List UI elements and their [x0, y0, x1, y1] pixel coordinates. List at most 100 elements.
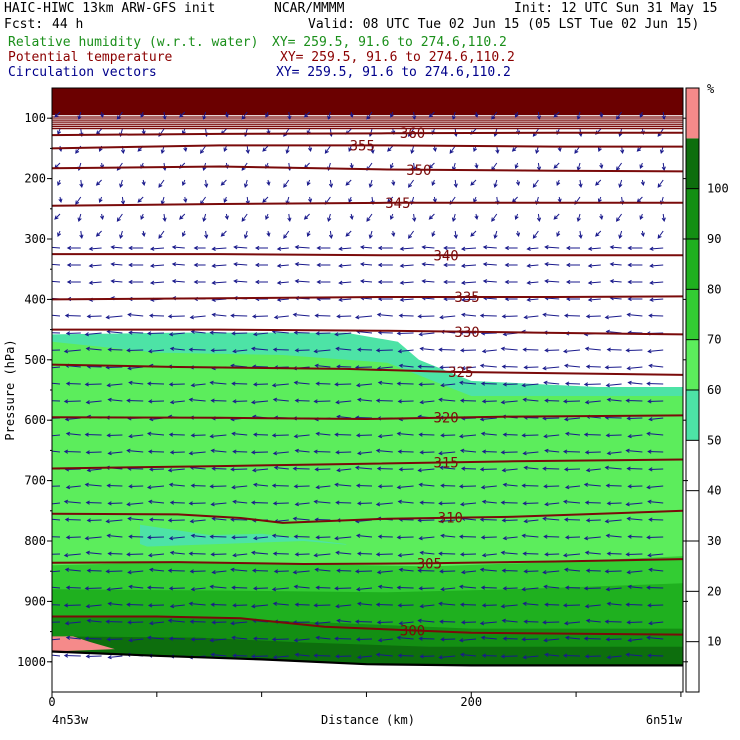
- circulation-vector: [210, 398, 227, 403]
- circulation-vector: [536, 111, 542, 121]
- circulation-vector: [418, 482, 435, 487]
- circulation-vector: [52, 553, 61, 555]
- circulation-vector: [397, 603, 414, 608]
- circulation-vector: [606, 501, 622, 506]
- circulation-vector: [162, 111, 167, 121]
- circulation-vector: [500, 346, 518, 351]
- circulation-vector: [584, 604, 601, 609]
- fcst-label: Fcst:: [4, 17, 44, 32]
- theta-field-xy: XY= 259.5, 91.6 to 274.6,110.2: [280, 50, 515, 65]
- circulation-vector: [377, 434, 393, 439]
- circulation-vector: [544, 552, 560, 557]
- circulation-vector: [128, 638, 144, 643]
- circulation-vector: [657, 230, 664, 239]
- circulation-vector: [314, 621, 331, 626]
- circulation-vector: [625, 552, 643, 557]
- theta-contour-label-300: 300: [400, 623, 425, 639]
- circulation-vector: [418, 636, 435, 641]
- circulation-vector: [95, 230, 102, 237]
- circulation-vector: [647, 399, 664, 404]
- circulation-vector: [377, 262, 393, 268]
- circulation-vector: [193, 245, 206, 251]
- circulation-vector: [84, 382, 102, 387]
- circulation-vector: [544, 602, 560, 607]
- circulation-vector: [271, 433, 289, 438]
- circulation-vector: [606, 347, 622, 352]
- org-label: NCAR/MMMM: [274, 1, 345, 16]
- circulation-vector: [52, 400, 61, 402]
- circulation-vector: [502, 636, 518, 641]
- circulation-vector: [389, 111, 394, 118]
- circulation-vector: [355, 533, 373, 538]
- circulation-vector: [230, 313, 248, 318]
- circulation-vector: [140, 111, 145, 118]
- circulation-vector: [315, 331, 331, 336]
- circulation-vector: [431, 179, 436, 186]
- circulation-vector: [474, 213, 479, 221]
- circulation-vector: [578, 230, 583, 240]
- circulation-vector: [148, 313, 165, 318]
- circulation-vector: [107, 347, 123, 352]
- circulation-vector: [553, 111, 560, 118]
- circulation-vector: [526, 246, 539, 251]
- circulation-vector: [458, 484, 477, 489]
- circulation-vector: [271, 533, 289, 538]
- circulation-vector: [501, 618, 518, 623]
- circulation-vector: [366, 213, 373, 222]
- init-time: Init: 12 UTC Sun 31 May 15: [514, 1, 718, 16]
- circulation-vector: [399, 297, 414, 302]
- circulation-vector: [562, 603, 581, 608]
- circulation-vector: [522, 551, 539, 556]
- circulation-vector: [481, 399, 497, 404]
- circulation-vector: [336, 468, 352, 473]
- circulation-vector: [542, 516, 560, 521]
- circulation-vector: [543, 534, 560, 539]
- circulation-vector: [262, 196, 269, 203]
- circulation-vector: [418, 536, 435, 541]
- colorbar-swatch-80: [686, 239, 699, 290]
- circulation-vector: [190, 433, 206, 438]
- circulation-vector: [202, 111, 207, 120]
- circulation-vector: [107, 451, 123, 456]
- circulation-vector: [287, 213, 292, 223]
- circulation-vector: [265, 213, 270, 220]
- circulation-vector: [63, 449, 81, 454]
- circulation-vector: [625, 448, 643, 453]
- colorbar-tick-label-10: 10: [707, 635, 721, 649]
- circulation-vector: [439, 619, 456, 624]
- theta-contour-325: [52, 363, 683, 376]
- circulation-vector: [553, 162, 560, 169]
- circulation-vector: [431, 230, 436, 237]
- circulation-vector: [480, 635, 497, 640]
- circulation-vector: [86, 468, 102, 473]
- circulation-vector: [474, 111, 479, 119]
- circulation-vector: [106, 637, 123, 642]
- circulation-vector: [336, 618, 352, 623]
- rh-field-label: Relative humidity (w.r.t. water): [8, 35, 259, 50]
- circulation-vector: [313, 553, 331, 558]
- colorbar-tick-label-50: 50: [707, 433, 721, 447]
- circulation-vector: [502, 432, 518, 437]
- circulation-vector: [271, 587, 289, 592]
- circulation-vector: [294, 262, 310, 267]
- circulation-vector: [85, 450, 102, 455]
- circulation-vector: [625, 398, 643, 403]
- circulation-vector: [417, 618, 435, 623]
- circulation-vector: [349, 213, 354, 221]
- circulation-vector: [252, 586, 269, 591]
- circulation-vector: [640, 230, 645, 238]
- circulation-vector: [107, 501, 123, 506]
- circulation-vector: [459, 448, 477, 453]
- circulation-vector: [370, 145, 375, 155]
- theta-contour-350: [52, 165, 683, 173]
- circulation-vector: [661, 162, 666, 172]
- circulation-vector: [65, 485, 81, 490]
- circulation-vector: [625, 652, 643, 657]
- circulation-vector: [57, 230, 62, 237]
- theta-contour-320: [52, 414, 683, 421]
- circulation-vector: [168, 636, 185, 641]
- circulation-vector: [349, 111, 354, 119]
- circulation-vector: [75, 196, 82, 205]
- circulation-vector: [85, 500, 102, 505]
- circulation-vector: [458, 584, 477, 589]
